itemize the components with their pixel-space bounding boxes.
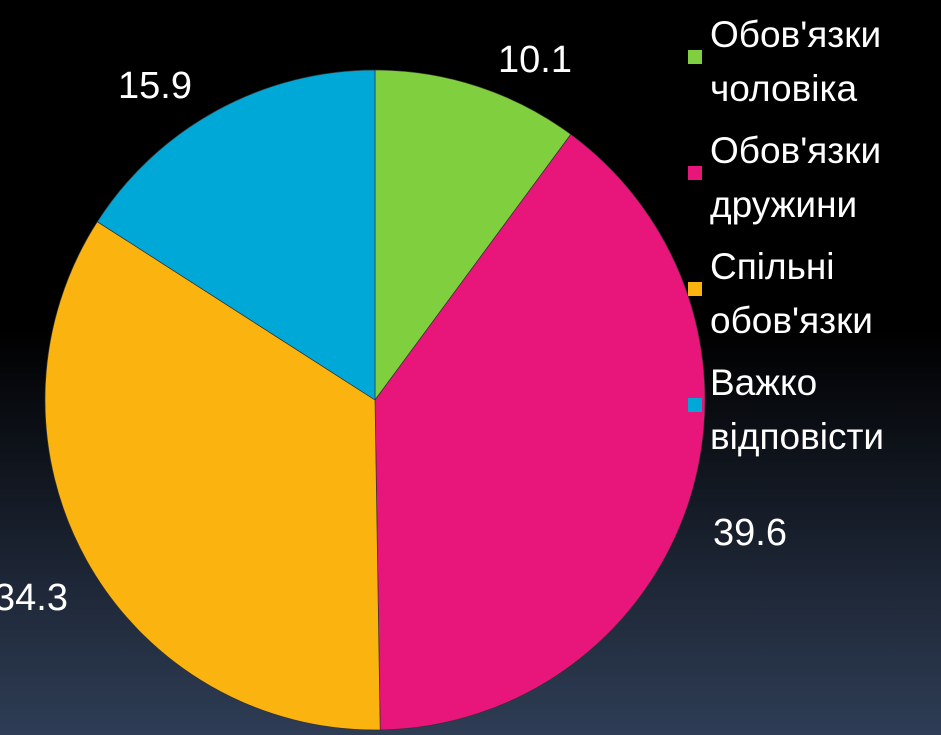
legend-entry: Обов'язки чоловіка [688, 8, 941, 124]
data-label: 39.6 [713, 512, 787, 554]
legend-label: Важко відповісти [710, 362, 885, 457]
legend-label: Спільні обов'язки [710, 246, 873, 341]
legend-swatch [688, 398, 702, 412]
legend-entry: Спільні обов'язки [688, 240, 941, 356]
data-label: 34.3 [0, 577, 68, 619]
data-label: 15.9 [118, 65, 192, 107]
legend-swatch [688, 166, 702, 180]
data-label: 10.1 [498, 39, 572, 81]
legend-label: Обов'язки дружини [710, 130, 882, 225]
pie-slice [374, 133, 706, 731]
legend-entry: Обов'язки дружини [688, 124, 941, 240]
legend-label: Обов'язки чоловіка [710, 14, 882, 109]
legend-swatch [688, 50, 702, 64]
pie-slice [96, 69, 376, 401]
pie-slice [374, 69, 572, 402]
legend-entry: Важко відповісти [688, 356, 941, 472]
pie-slice [44, 221, 381, 731]
legend: Обов'язки чоловіка Обов'язки дружини Спіль… [688, 8, 941, 472]
legend-swatch [688, 282, 702, 296]
